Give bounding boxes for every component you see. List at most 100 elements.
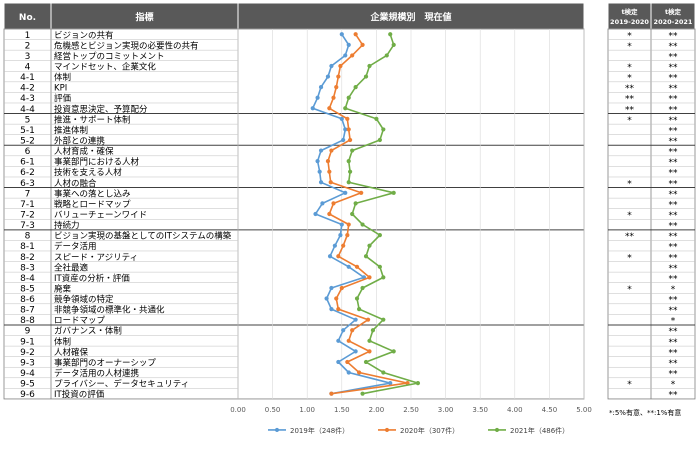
series-2-point bbox=[327, 169, 332, 174]
row-label: データ活用の人材連携 bbox=[54, 368, 139, 379]
row-no: 6-1 bbox=[20, 158, 35, 168]
series-2-point bbox=[360, 42, 365, 47]
series-3-point bbox=[363, 254, 369, 259]
series-2-point bbox=[331, 95, 336, 100]
row-no: 5-1 bbox=[20, 126, 35, 136]
series-2-point bbox=[346, 222, 351, 227]
row-no: 7-1 bbox=[20, 200, 35, 210]
ttest2-mark: ** bbox=[669, 327, 679, 337]
series-2-point bbox=[334, 85, 339, 90]
row-no: 6 bbox=[25, 147, 31, 157]
row-no: 2 bbox=[25, 41, 31, 51]
ttest2-mark: ** bbox=[669, 222, 679, 232]
series-3-point bbox=[360, 391, 365, 396]
series-3-point bbox=[360, 285, 365, 291]
ttest2-mark: ** bbox=[669, 63, 679, 73]
row-no: 4-2 bbox=[20, 84, 35, 94]
row-label: ロードマップ bbox=[54, 316, 106, 326]
series-1-point bbox=[341, 328, 346, 333]
header-ttest2-line2: 2020-2021 bbox=[654, 18, 693, 26]
ttest2-mark: ** bbox=[669, 84, 679, 94]
ttest1-mark: * bbox=[627, 380, 632, 390]
series-1-point bbox=[346, 370, 351, 375]
series-1-point bbox=[325, 74, 331, 79]
row-no: 4 bbox=[25, 62, 31, 72]
ttest2-mark: ** bbox=[669, 190, 679, 200]
series-2-point bbox=[345, 233, 350, 238]
series-3-point bbox=[367, 243, 372, 248]
ttest2-mark: * bbox=[671, 317, 676, 327]
ttest2-mark: ** bbox=[669, 253, 679, 263]
ttest1-mark: * bbox=[627, 116, 632, 126]
ttest2-mark: ** bbox=[669, 296, 679, 306]
row-label: 人材確保 bbox=[54, 347, 89, 358]
series-1-point bbox=[343, 127, 348, 132]
row-label: プライバシー、データセキュリティ bbox=[54, 379, 189, 390]
x-tick-label: 3.50 bbox=[472, 406, 488, 414]
row-no: 9-6 bbox=[20, 390, 35, 400]
row-no: 8-4 bbox=[20, 274, 35, 284]
x-tick-label: 5.00 bbox=[576, 406, 592, 414]
series-1-point bbox=[339, 116, 344, 121]
row-label: 技術を支える人材 bbox=[54, 167, 122, 178]
series-3-point bbox=[367, 63, 372, 69]
header-ttest1-line2: 2019-2020 bbox=[610, 18, 649, 26]
series-2-point bbox=[338, 63, 343, 69]
series-2-point bbox=[336, 254, 341, 259]
ttest2-mark: ** bbox=[669, 42, 679, 52]
ttest2-mark: ** bbox=[669, 31, 679, 41]
row-no: 8-1 bbox=[20, 242, 35, 252]
series-1-point bbox=[353, 317, 358, 322]
series-2-point bbox=[359, 190, 364, 195]
series-1-point bbox=[313, 211, 318, 217]
series-3-point bbox=[381, 127, 386, 132]
ttest2-mark: ** bbox=[669, 243, 679, 253]
ttest2-mark: ** bbox=[669, 338, 679, 348]
series-1-point bbox=[329, 63, 334, 69]
row-label: IT資産の分析・評価 bbox=[54, 273, 130, 284]
row-label: 事業への落とし込み bbox=[54, 188, 131, 199]
series-2-point bbox=[350, 53, 355, 58]
ttest1-mark: * bbox=[627, 31, 632, 41]
series-1-point bbox=[338, 233, 343, 238]
series-1-point bbox=[317, 169, 322, 174]
row-no: 7 bbox=[25, 189, 31, 199]
ttest2-mark: ** bbox=[669, 116, 679, 126]
row-label: 体制 bbox=[54, 336, 71, 347]
row-no: 9-4 bbox=[20, 369, 35, 379]
ttest1-mark: ** bbox=[625, 84, 635, 94]
series-1-point bbox=[318, 180, 324, 185]
series-1-point bbox=[346, 42, 351, 47]
series-1-point bbox=[346, 264, 351, 269]
header-indicator-cell bbox=[50, 2, 239, 30]
series-2-point bbox=[336, 307, 341, 312]
row-no: 9-3 bbox=[20, 358, 35, 368]
row-label: ビジョン実現の基盤としてのITシステムの構築 bbox=[54, 231, 232, 242]
row-label: KPI bbox=[54, 84, 67, 94]
footnote: *:5%有意、**:1%有意 bbox=[609, 408, 681, 417]
series-1-point bbox=[320, 201, 325, 206]
row-no: 4-1 bbox=[20, 73, 35, 83]
row-no: 6-3 bbox=[20, 179, 35, 189]
series-1-point bbox=[310, 106, 315, 111]
row-no: 4-3 bbox=[20, 94, 35, 104]
x-tick-label: 2.50 bbox=[403, 406, 419, 414]
series-3-point bbox=[360, 222, 365, 227]
series-2-point bbox=[329, 391, 334, 396]
ttest2-mark: ** bbox=[669, 105, 679, 115]
series-1-point bbox=[343, 190, 348, 195]
ttest2-mark: ** bbox=[669, 169, 679, 179]
row-no: 9-2 bbox=[20, 348, 35, 358]
series-3-point bbox=[384, 53, 389, 58]
series-3-point bbox=[415, 380, 421, 386]
ttest2-mark: ** bbox=[669, 52, 679, 62]
series-1-point bbox=[318, 148, 324, 153]
series-1-point bbox=[332, 243, 337, 248]
x-tick-label: 0.50 bbox=[265, 406, 281, 414]
series-3-point bbox=[363, 359, 369, 365]
ttest2-mark: ** bbox=[669, 158, 679, 168]
row-label: スピード・アジリティ bbox=[54, 253, 138, 263]
row-no: 8 bbox=[25, 232, 31, 242]
ttest1-mark: ** bbox=[625, 95, 635, 105]
